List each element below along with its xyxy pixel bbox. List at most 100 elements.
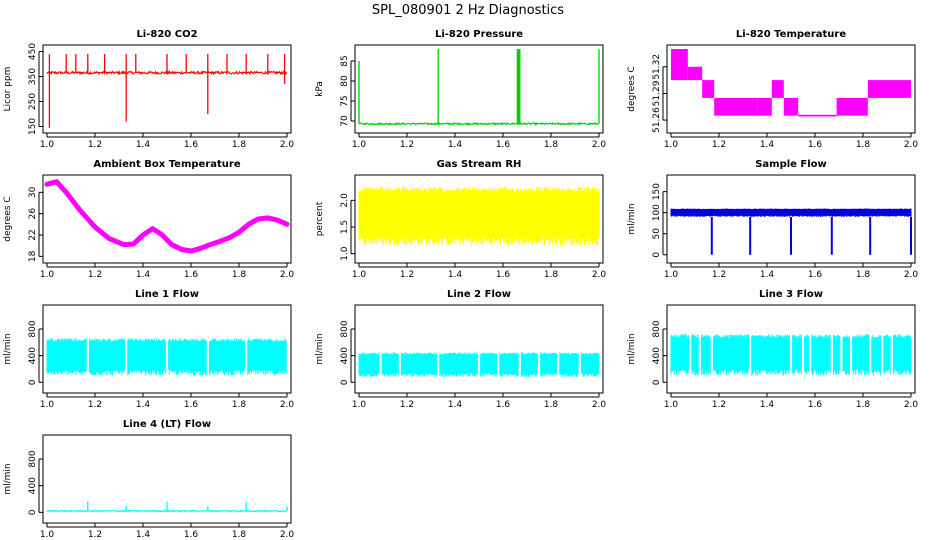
x-tick-label: 2.0 bbox=[592, 400, 607, 410]
x-tick-label: 1.4 bbox=[760, 140, 775, 150]
y-tick-label: 800 bbox=[340, 320, 350, 337]
series-band bbox=[670, 334, 912, 376]
plot-frame bbox=[42, 174, 292, 264]
y-tick-label: 2.0 bbox=[340, 193, 350, 208]
chart-title: Ambient Box Temperature bbox=[93, 159, 240, 170]
chart-title: Li-820 Pressure bbox=[435, 29, 523, 40]
x-axis: 1.0 1.2 1.4 1.6 1.8 2.0 bbox=[664, 393, 919, 410]
y-axis-label: ml/min bbox=[315, 333, 325, 364]
x-tick-label: 1.2 bbox=[400, 140, 414, 150]
x-tick-label: 1.8 bbox=[544, 140, 559, 150]
series-co2 bbox=[46, 54, 287, 128]
x-tick-label: 1.4 bbox=[136, 530, 151, 540]
chart-line3: Line 3 Flow ml/min 1.0 1.2 1.4 1.6 1.8 2.0 0 400 8… bbox=[627, 289, 918, 410]
x-tick-label: 1.4 bbox=[136, 140, 151, 150]
series-band bbox=[46, 338, 287, 376]
y-tick-label: 30 bbox=[28, 186, 38, 198]
data-band bbox=[671, 49, 688, 81]
x-axis: 1.0 1.2 1.4 1.6 1.8 2.0 bbox=[664, 133, 919, 150]
x-tick-label: 1.6 bbox=[496, 140, 511, 150]
y-axis-label: percent bbox=[315, 201, 325, 236]
data-band bbox=[757, 97, 772, 116]
x-tick-label: 1.0 bbox=[40, 140, 55, 150]
y-axis: 0 400 800 bbox=[652, 320, 667, 385]
y-axis-label: degrees C bbox=[627, 66, 637, 111]
y-axis: 70 75 80 85 bbox=[340, 55, 355, 127]
x-tick-label: 1.8 bbox=[856, 400, 871, 410]
series-line bbox=[358, 121, 599, 127]
x-tick-label: 2.0 bbox=[592, 140, 607, 150]
plot-frame bbox=[354, 174, 604, 264]
series-licor-temp bbox=[671, 49, 911, 117]
plot-frame bbox=[666, 304, 916, 394]
y-tick-label: 400 bbox=[28, 477, 38, 494]
y-axis-label: kPa bbox=[315, 81, 325, 97]
y-axis-label: ml/min bbox=[627, 203, 637, 234]
y-axis-label: degrees C bbox=[3, 196, 13, 241]
figure-title: SPL_080901 2 Hz Diagnostics bbox=[372, 3, 564, 18]
plot-frame bbox=[42, 434, 292, 524]
chart-title: Li-820 CO2 bbox=[136, 29, 197, 40]
x-tick-label: 1.4 bbox=[760, 270, 775, 280]
series-band bbox=[670, 208, 912, 217]
y-tick-label: 0 bbox=[340, 379, 350, 385]
chart-title: Line 4 (LT) Flow bbox=[123, 419, 211, 430]
series-pressure bbox=[358, 49, 600, 127]
plot-frame bbox=[42, 304, 292, 394]
y-tick-label: 150 bbox=[652, 183, 662, 200]
chart-title: Line 3 Flow bbox=[759, 289, 823, 300]
y-tick-label: 800 bbox=[28, 450, 38, 467]
x-tick-label: 1.4 bbox=[448, 400, 463, 410]
y-tick-label: 18 bbox=[28, 250, 38, 262]
x-axis: 1.0 1.2 1.4 1.6 1.8 2.0 bbox=[40, 133, 294, 150]
x-tick-label: 1.2 bbox=[88, 400, 102, 410]
x-tick-label: 1.4 bbox=[448, 140, 463, 150]
x-tick-label: 1.0 bbox=[352, 270, 367, 280]
chart-title: Gas Stream RH bbox=[437, 159, 522, 170]
x-tick-label: 1.4 bbox=[760, 400, 775, 410]
x-tick-label: 2.0 bbox=[280, 400, 295, 410]
x-tick-label: 1.8 bbox=[544, 400, 559, 410]
x-tick-label: 1.6 bbox=[496, 270, 511, 280]
y-axis: 1.0 1.5 2.0 bbox=[340, 193, 355, 261]
y-tick-label: 50 bbox=[652, 228, 662, 240]
chart-panels: Li-820 CO2 Licor ppm 1.0 1.2 1.4 1.6 1.8 2.0 150… bbox=[3, 29, 918, 540]
x-tick-label: 2.0 bbox=[280, 270, 295, 280]
x-axis: 1.0 1.2 1.4 1.6 1.8 2.0 bbox=[40, 393, 295, 410]
x-tick-label: 2.0 bbox=[904, 140, 919, 150]
series-ambient bbox=[44, 179, 290, 254]
x-tick-label: 2.0 bbox=[904, 400, 919, 410]
y-tick-label: 800 bbox=[28, 320, 38, 337]
y-tick-label: 51.32 bbox=[652, 54, 662, 80]
y-tick-label: 85 bbox=[340, 55, 350, 66]
x-axis: 1.0 1.2 1.4 1.6 1.8 2.0 bbox=[352, 393, 607, 410]
x-tick-label: 1.8 bbox=[232, 140, 247, 150]
x-tick-label: 1.4 bbox=[448, 270, 463, 280]
chart-title: Line 2 Flow bbox=[447, 289, 511, 300]
y-tick-label: 0 bbox=[28, 509, 38, 515]
series-rh bbox=[358, 187, 600, 246]
y-tick-label: 80 bbox=[340, 75, 350, 87]
x-tick-label: 1.2 bbox=[88, 140, 102, 150]
y-axis: 18 22 26 30 bbox=[28, 186, 43, 262]
y-tick-label: 1.0 bbox=[340, 246, 350, 261]
y-axis-label: ml/min bbox=[3, 463, 13, 494]
y-tick-label: 75 bbox=[340, 95, 350, 106]
x-tick-label: 1.8 bbox=[856, 140, 871, 150]
y-tick-label: 51.29 bbox=[652, 80, 662, 106]
x-tick-label: 1.8 bbox=[856, 270, 871, 280]
chart-sample-flow: Sample Flow ml/min 1.0 1.2 1.4 1.6 1.8 2.0 0 50 10… bbox=[627, 159, 918, 280]
x-tick-label: 1.0 bbox=[664, 270, 679, 280]
data-band bbox=[836, 97, 868, 116]
y-tick-label: 22 bbox=[28, 229, 38, 240]
series-sample-flow bbox=[670, 208, 912, 255]
x-tick-label: 1.6 bbox=[184, 140, 199, 150]
x-tick-label: 1.2 bbox=[88, 530, 102, 540]
chart-title: Line 1 Flow bbox=[135, 289, 199, 300]
x-tick-label: 1.6 bbox=[496, 400, 511, 410]
y-axis: 150 250 350 450 bbox=[28, 43, 43, 135]
data-band bbox=[687, 66, 703, 81]
